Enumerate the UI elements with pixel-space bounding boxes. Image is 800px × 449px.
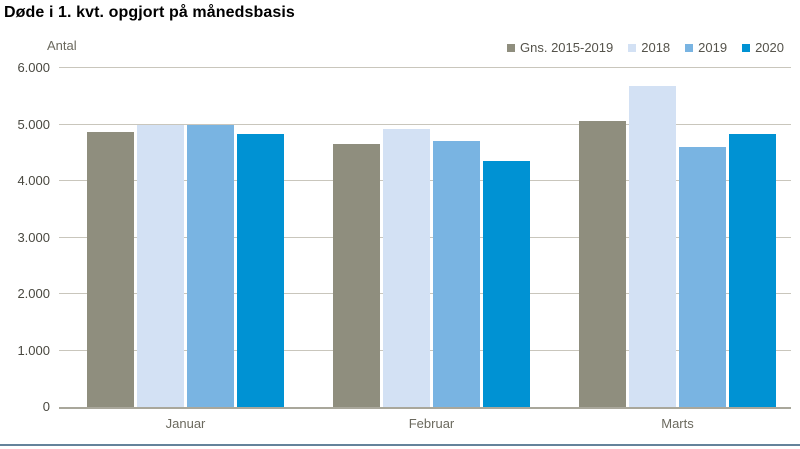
bar-2020-januar [237,134,284,407]
bar-gns-2015-2019-februar [333,143,380,407]
bar-2020-februar [483,160,530,407]
legend-label: Gns. 2015-2019 [520,40,614,55]
y-tick-label: 0 [42,399,50,414]
y-tick-label: 1.000 [17,342,50,358]
y-tick-label: 4.000 [17,173,50,188]
bar-2018-februar [383,128,430,407]
bar-2018-januar [137,124,184,407]
y-tick-label: 2.000 [17,286,50,301]
legend-swatch-icon [628,43,637,52]
x-tick-label: Januar [165,416,206,431]
y-axis-unit-label: Antal [47,38,77,53]
legend-label: 2019 [698,40,728,55]
gridline [59,67,791,68]
y-tick-label: 6.000 [17,60,50,75]
legend-item: 2018 [628,40,670,55]
x-axis-line [59,407,791,409]
bottom-border-rule [0,444,800,446]
gridline [59,123,791,125]
bar-gns-2015-2019-marts [579,121,626,407]
legend-label: 2018 [641,40,671,55]
legend-item: 2019 [685,40,727,55]
legend-swatch-icon [742,43,751,52]
x-tick-label: Februar [408,416,455,431]
plot-area [59,67,791,409]
legend-swatch-icon [507,43,515,52]
bar-2020-marts [729,134,776,407]
bar-2019-marts [679,147,726,407]
bar-2018-marts [629,85,676,407]
chart-title: Døde i 1. kvt. opgjort på månedsbasis [4,4,295,21]
legend-swatch-icon [685,43,694,52]
bar-gns-2015-2019-januar [87,131,134,407]
bar-2019-februar [433,140,480,407]
legend-item: 2020 [742,40,784,55]
y-tick-label: 5.000 [17,116,50,132]
bar-2019-januar [187,124,234,407]
x-tick-label: Marts [661,416,694,431]
legend: Gns. 2015-2019 2018 2019 2020 [507,40,784,55]
legend-label: 2020 [755,40,784,55]
y-tick-label: 3.000 [17,229,50,245]
legend-item: Gns. 2015-2019 [507,40,613,55]
